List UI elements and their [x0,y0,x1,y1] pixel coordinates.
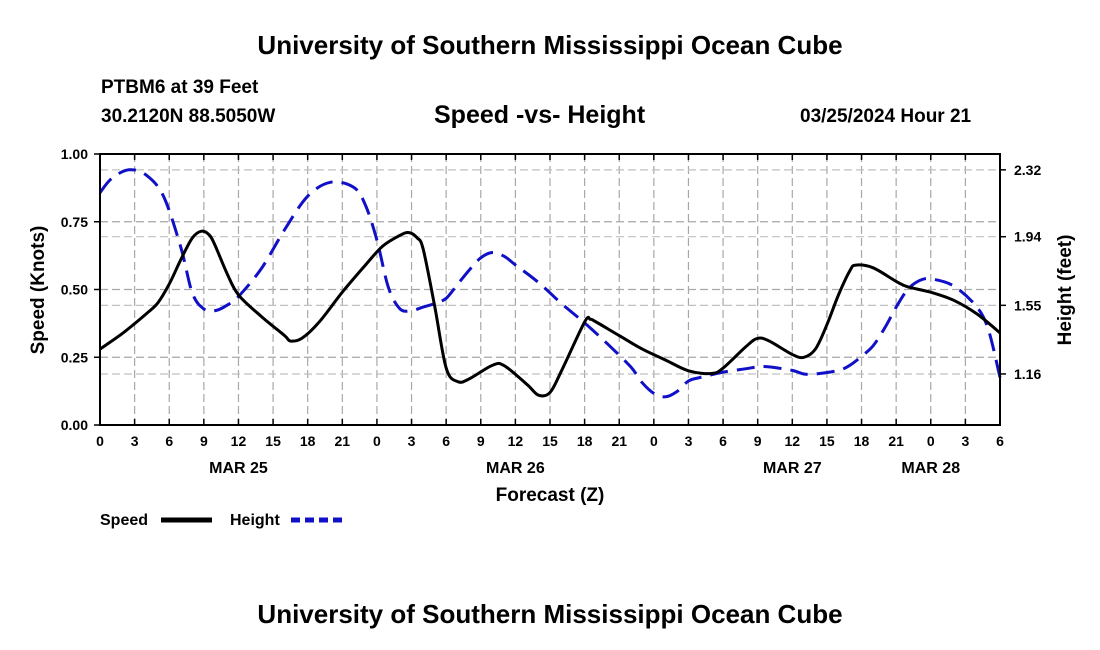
date-label: MAR 25 [209,460,268,477]
x-tick-label: 9 [754,433,762,449]
x-tick-label: 21 [888,433,904,449]
x-tick-label: 6 [442,433,450,449]
x-tick-label: 0 [927,433,935,449]
speed-series-line [99,229,1001,398]
x-tick-label: 3 [961,433,969,449]
y2-tick-label: 1.16 [1014,366,1041,382]
x-tick-label: 6 [165,433,173,449]
legend: Speed Height [100,512,342,529]
x-tick-label: 18 [577,433,593,449]
axis-labels: 0 3 6 9 12 15 18 21 0 3 6 9 12 15 18 21 0 3 6 9 12 15 18 21 0 3 6 M… [61,146,1042,477]
grid-lines [100,154,1000,425]
x-tick-label: 21 [335,433,351,449]
x-tick-label: 12 [785,433,801,449]
forecast-datetime: 03/25/2024 Hour 21 [800,106,972,127]
legend-speed-label: Speed [100,512,148,529]
legend-height-label: Height [230,512,280,529]
series-lines [98,168,1002,399]
date-label: MAR 27 [763,460,822,477]
x-tick-label: 15 [542,433,558,449]
bottom-title: University of Southern Mississippi Ocean… [257,599,843,629]
y2-tick-label: 2.32 [1014,162,1041,178]
x-tick-label: 3 [685,433,693,449]
y2-tick-label: 1.55 [1014,297,1041,313]
x-tick-label: 0 [373,433,381,449]
y-tick-label: 1.00 [61,146,88,162]
x-tick-label: 6 [996,433,1004,449]
x-tick-label: 12 [508,433,524,449]
x-tick-label: 15 [819,433,835,449]
x-tick-label: 15 [265,433,281,449]
y2-axis-title: Height (feet) [1055,235,1076,346]
date-label: MAR 28 [901,460,960,477]
axis-ticks [94,153,1006,426]
y2-tick-label: 1.94 [1014,229,1041,245]
x-tick-label: 21 [611,433,627,449]
x-axis-title: Forecast (Z) [496,485,605,506]
x-tick-label: 9 [477,433,485,449]
y-tick-label: 0.00 [61,417,88,433]
x-tick-label: 6 [719,433,727,449]
y-axis-title: Speed (Knots) [28,226,49,355]
y-tick-label: 0.75 [61,214,88,230]
x-tick-label: 3 [408,433,416,449]
y-tick-label: 0.25 [61,349,88,365]
station-coordinates: 30.2120N 88.5050W [101,106,276,127]
x-tick-label: 0 [96,433,104,449]
top-title: University of Southern Mississippi Ocean… [257,30,843,60]
x-tick-label: 0 [650,433,658,449]
x-tick-label: 3 [131,433,139,449]
y-tick-label: 0.50 [61,282,88,298]
x-tick-label: 9 [200,433,208,449]
station-label: PTBM6 at 39 Feet [101,77,259,98]
chart-title: Speed -vs- Height [434,101,646,129]
x-tick-label: 18 [300,433,316,449]
x-tick-label: 12 [231,433,247,449]
date-label: MAR 26 [486,460,545,477]
x-tick-label: 18 [854,433,870,449]
